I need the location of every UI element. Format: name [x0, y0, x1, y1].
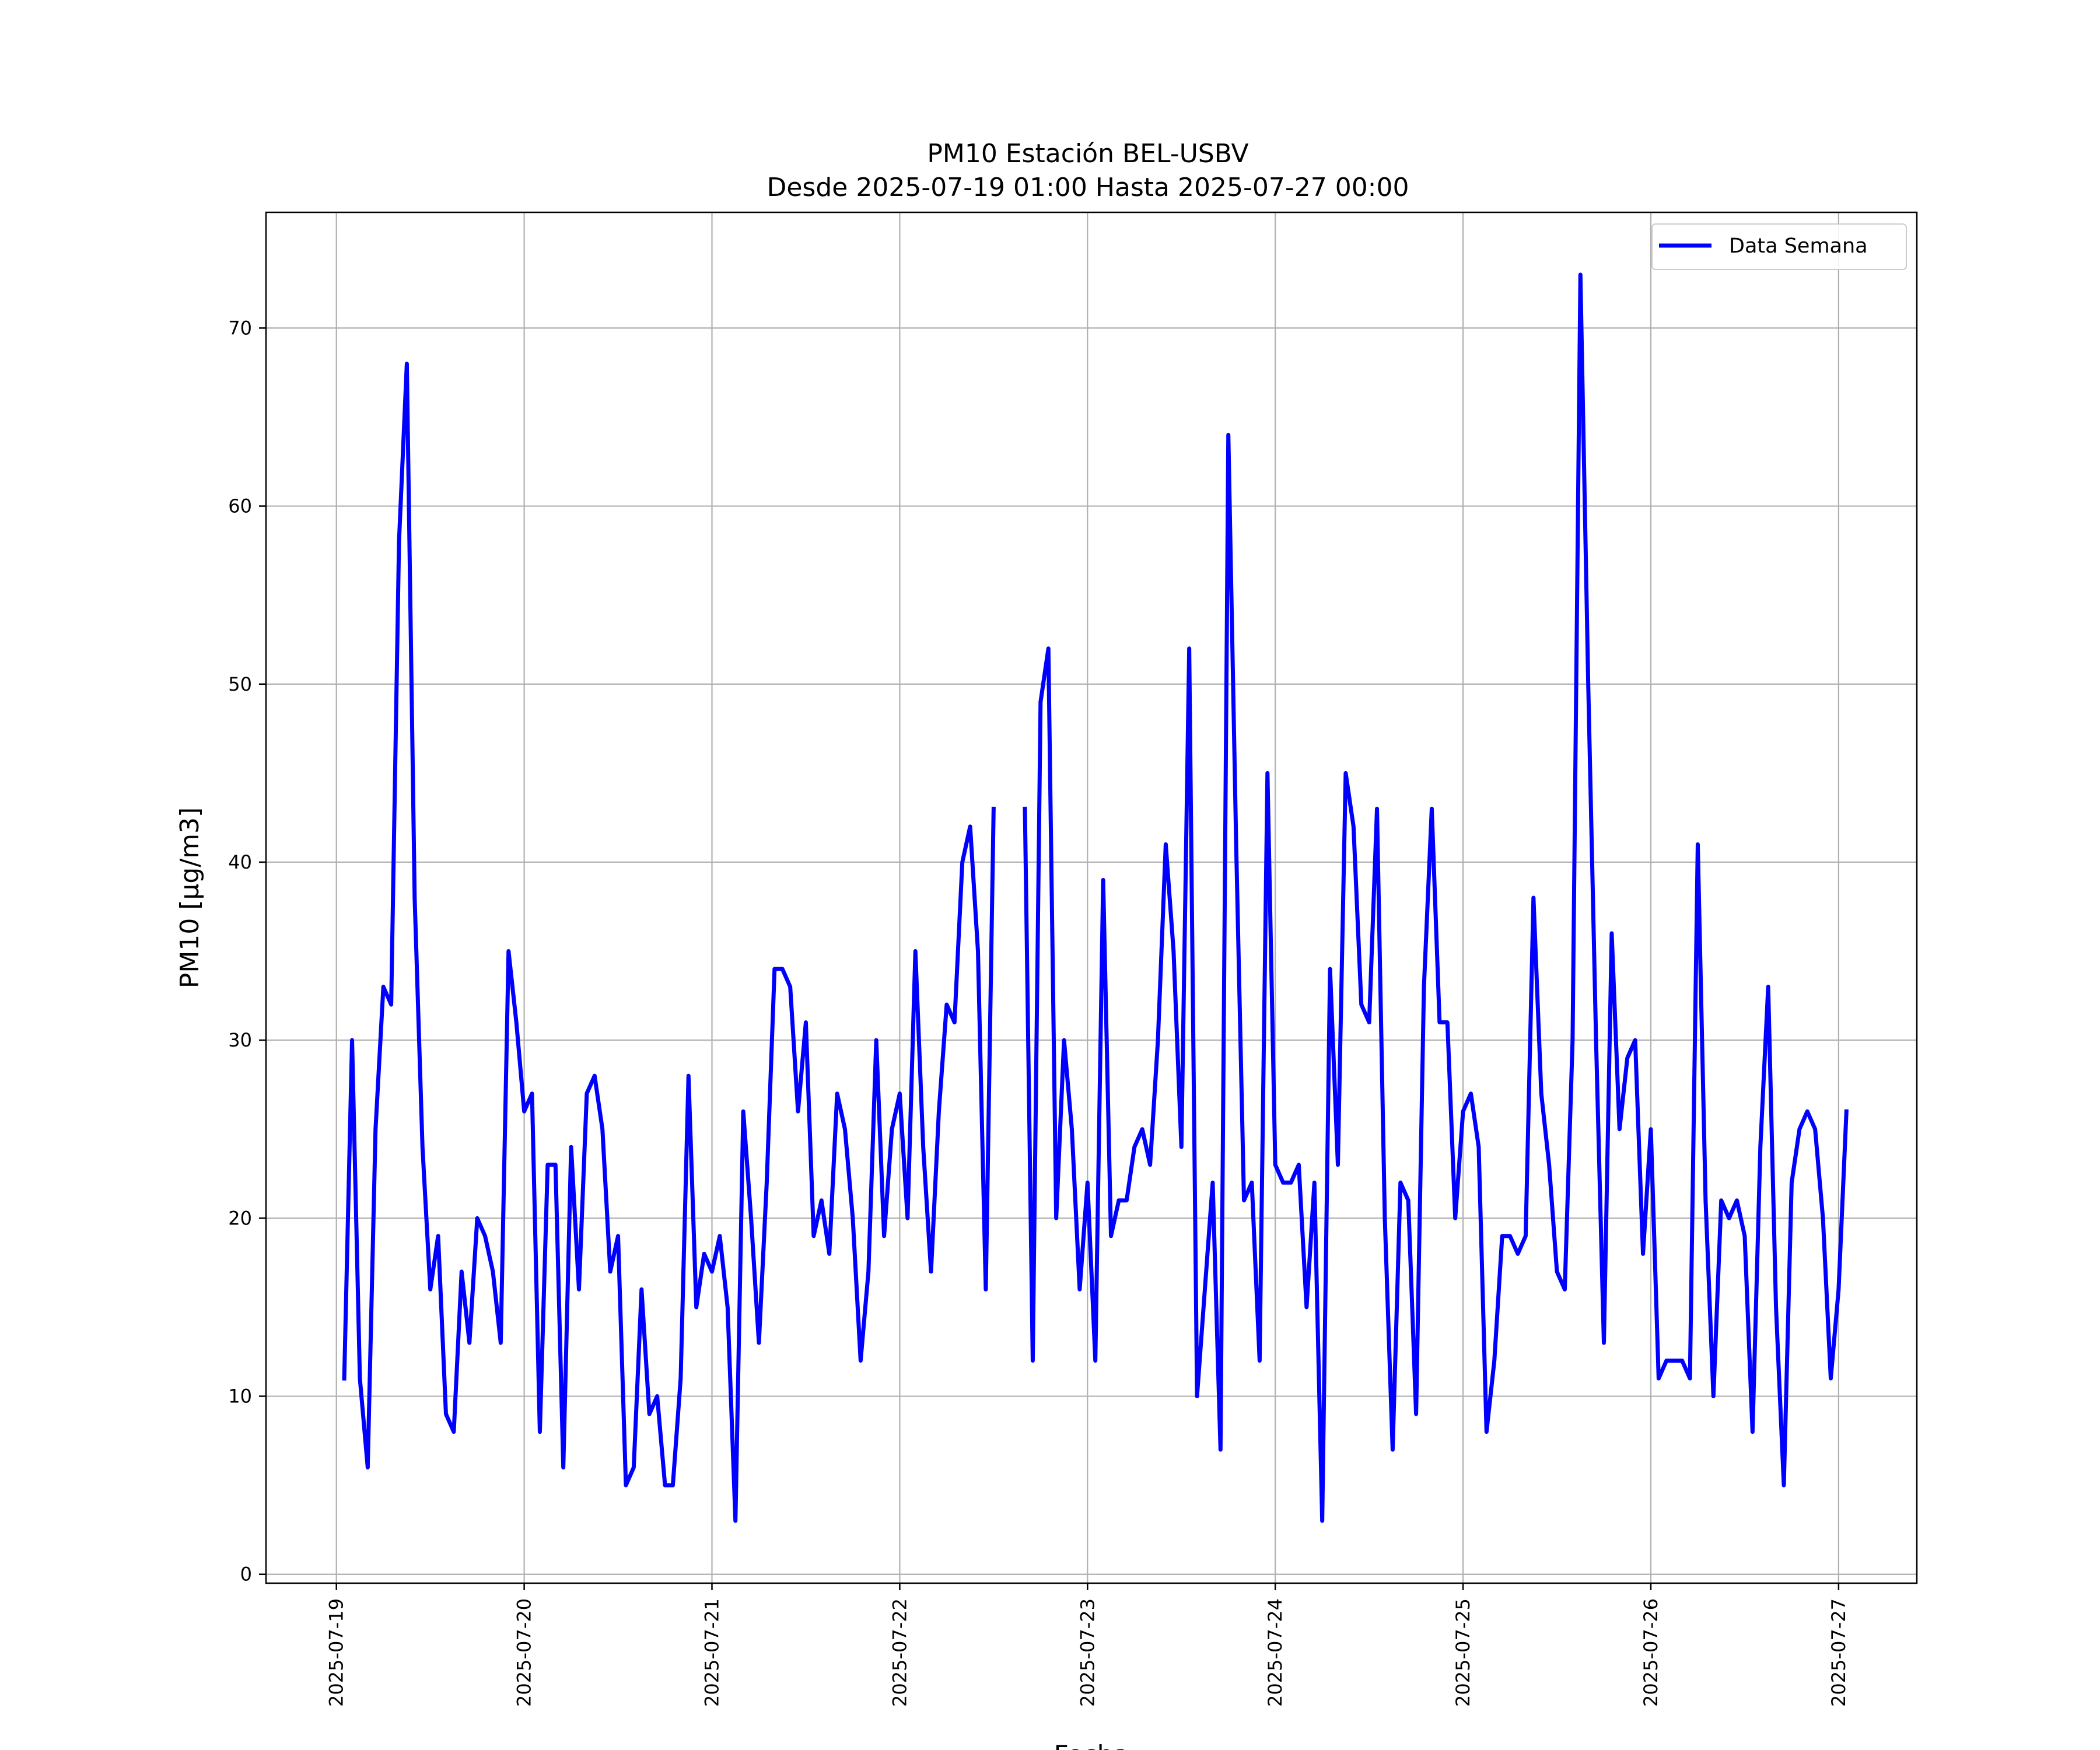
y-tick-label: 30 — [228, 1029, 252, 1051]
plot-frame — [265, 211, 1918, 1584]
x-tick-label: 2025-07-25 — [1452, 1598, 1474, 1707]
legend-label: Data Semana — [1729, 235, 1868, 258]
x-tick-label: 2025-07-27 — [1828, 1598, 1850, 1707]
y-tick-label: 0 — [240, 1563, 252, 1586]
x-tick-label: 2025-07-22 — [888, 1598, 911, 1707]
y-tick-label: 70 — [228, 317, 252, 339]
x-axis-ticks: 2025-07-19 2025-07-20 2025-07-21 2025-07-22… — [326, 1583, 1850, 1707]
y-tick-label: 40 — [228, 851, 252, 873]
legend: Data Semana — [1651, 223, 1907, 270]
grid-lines — [266, 212, 1917, 1583]
y-tick-label: 60 — [228, 495, 252, 517]
y-tick-label: 20 — [228, 1207, 252, 1229]
x-tick-label: 2025-07-19 — [326, 1598, 348, 1707]
chart-title-line1: PM10 Estación BEL-USBV — [927, 139, 1248, 169]
y-tick-label: 10 — [228, 1385, 252, 1408]
series-group — [342, 272, 1849, 1523]
x-tick-label: 2025-07-20 — [513, 1598, 536, 1707]
chart-title-line2: Desde 2025-07-19 01:00 Hasta 2025-07-27 … — [766, 173, 1409, 202]
legend-box — [1651, 223, 1907, 270]
series-line — [342, 272, 1849, 1523]
x-axis-label: Fecha — [1054, 1740, 1129, 1750]
y-axis-label: PM10 [μg/m3] — [175, 807, 205, 988]
x-tick-label: 2025-07-23 — [1076, 1598, 1098, 1707]
x-tick-label: 2025-07-21 — [701, 1598, 723, 1707]
x-tick-label: 2025-07-24 — [1264, 1598, 1286, 1707]
y-tick-label: 50 — [228, 673, 252, 695]
y-axis-ticks: 0 10 20 30 40 50 60 70 — [228, 317, 266, 1586]
x-tick-label: 2025-07-26 — [1640, 1598, 1662, 1707]
